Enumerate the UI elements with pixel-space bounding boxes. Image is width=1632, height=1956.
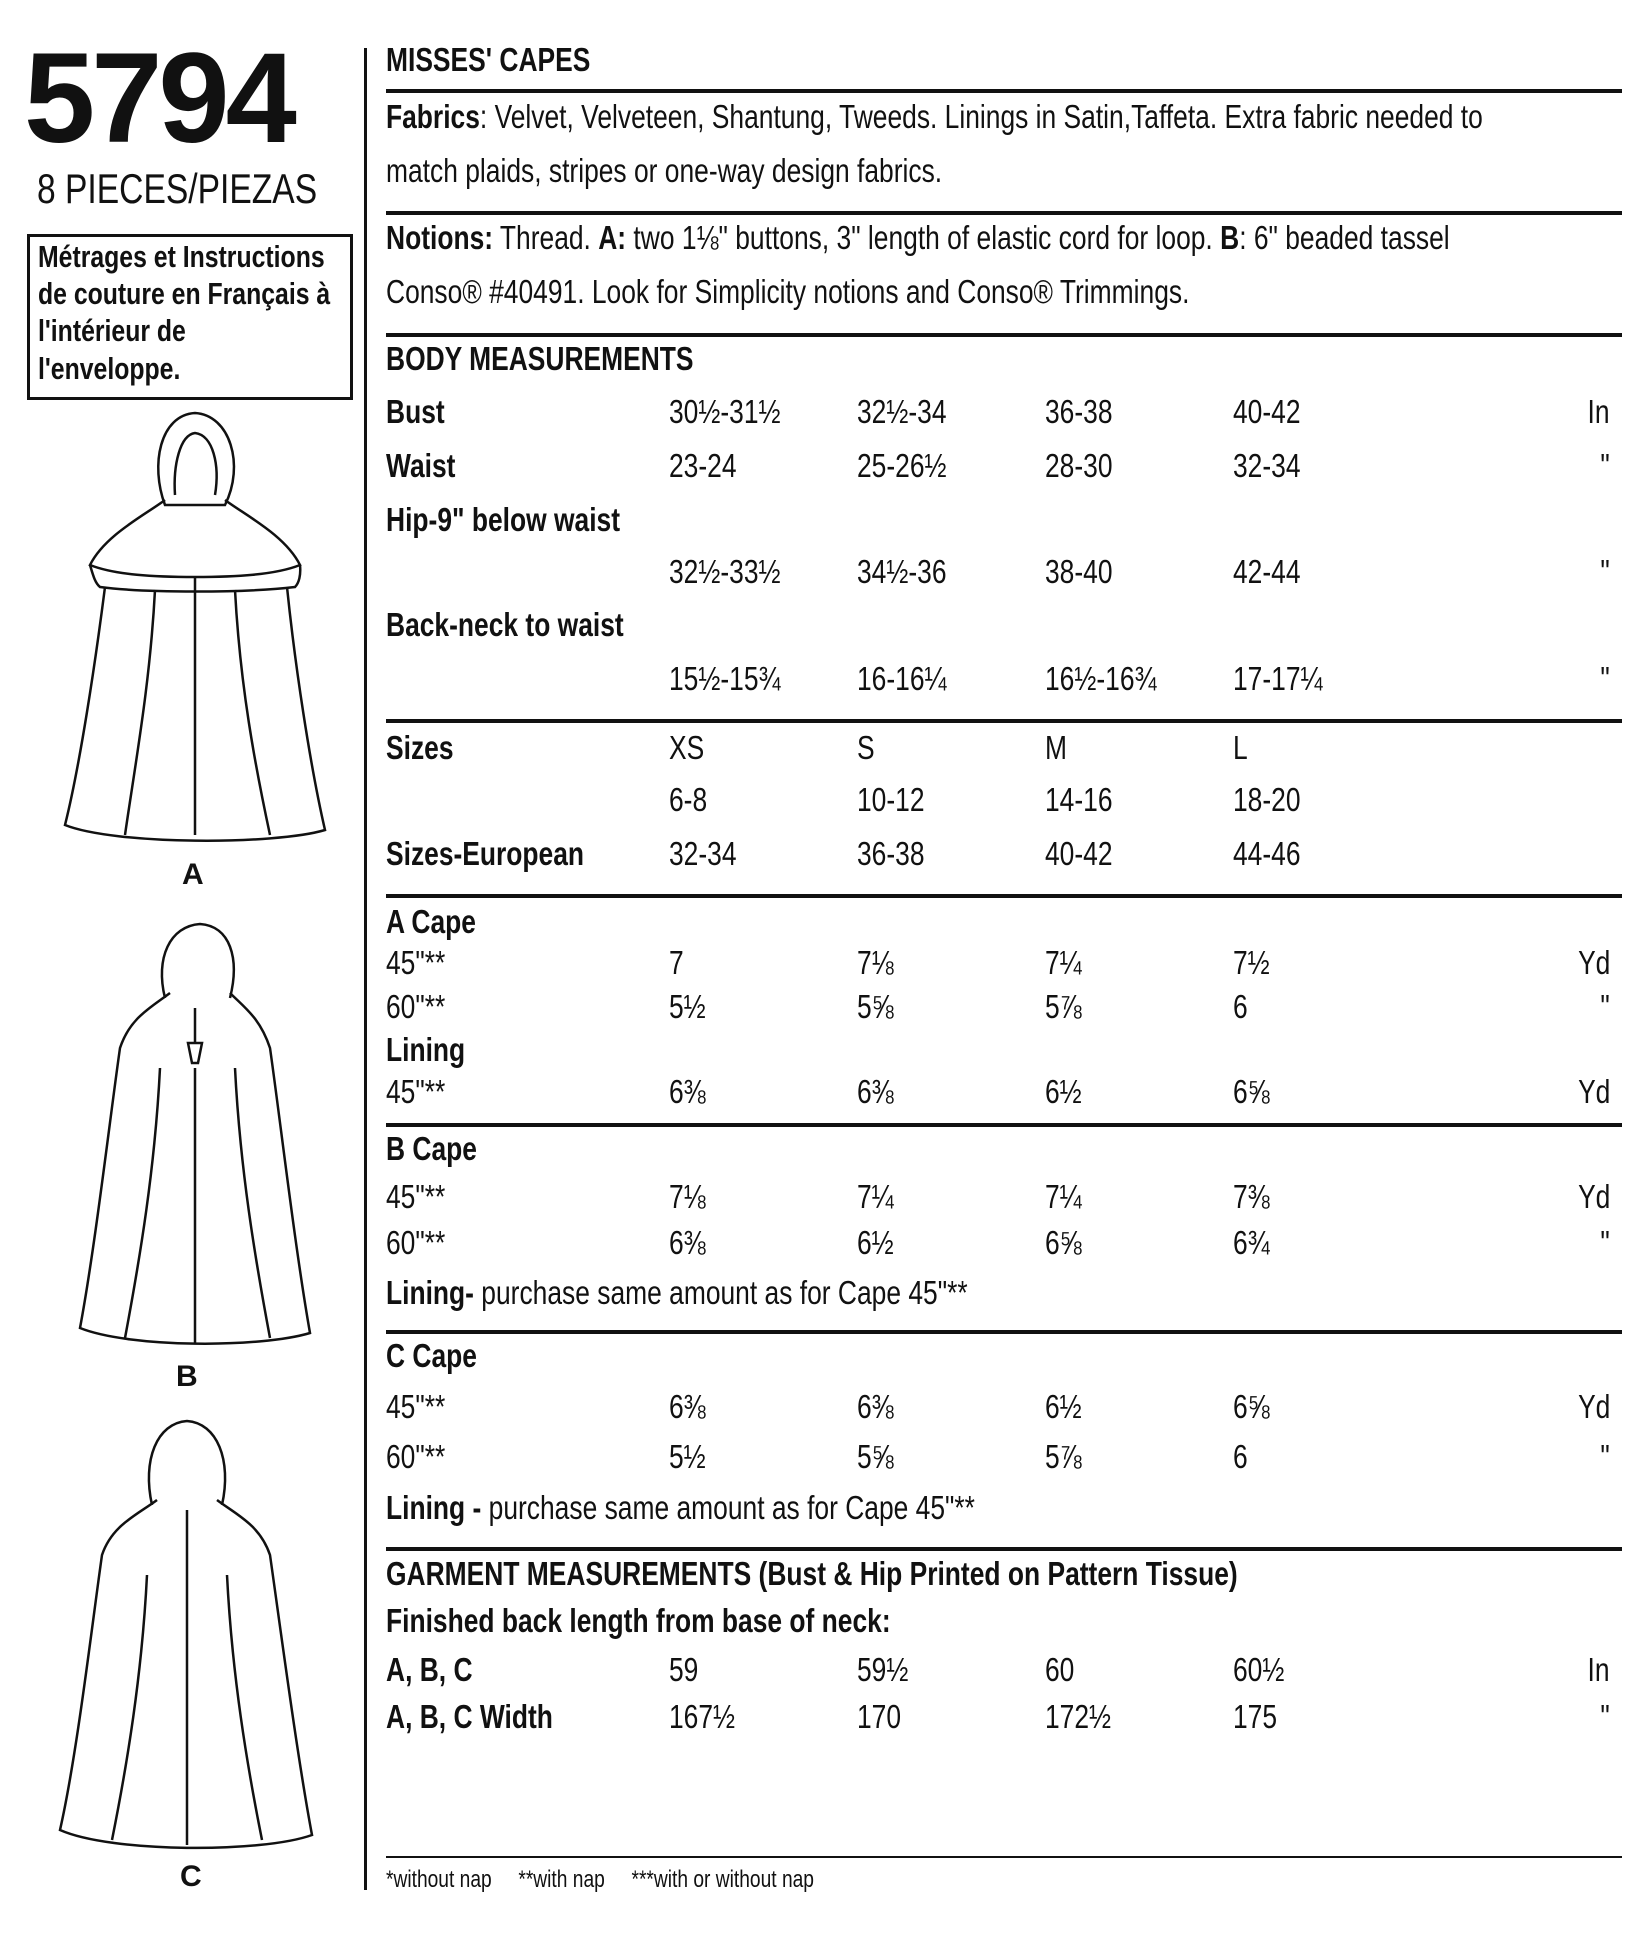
notions-line-2: Conso® #40491. Look for Simplicity notio…	[386, 273, 1190, 310]
fabrics-line-2: match plaids, stripes or one-way design …	[386, 152, 943, 189]
divider	[386, 1123, 1622, 1127]
a-cape-heading: A Cape	[386, 903, 476, 940]
divider	[386, 1330, 1622, 1334]
view-a-label: A	[182, 858, 204, 891]
divider	[386, 333, 1622, 337]
fabrics-line-1: Fabrics: Velvet, Velveteen, Shantung, Tw…	[386, 98, 1483, 135]
b-lining-note: Lining- purchase same amount as for Cape…	[386, 1274, 968, 1311]
page-title: MISSES' CAPES	[386, 41, 591, 78]
footnote: *without nap **with nap ***with or witho…	[386, 1866, 814, 1893]
c-cape-heading: C Cape	[386, 1337, 477, 1374]
view-b-label: B	[176, 1360, 198, 1393]
body-measurements-heading: BODY MEASUREMENTS	[386, 340, 694, 377]
view-c-illustration	[58, 1419, 314, 1850]
pieces-count: 8 PIECES/PIEZAS	[37, 165, 318, 212]
divider	[386, 894, 1622, 898]
french-instructions-box: Métrages et Instructions de couture en F…	[27, 234, 353, 400]
divider	[386, 1547, 1622, 1551]
pattern-number: 5794	[24, 27, 297, 170]
garment-measurements-heading: GARMENT MEASUREMENTS (Bust & Hip Printed…	[386, 1555, 1238, 1592]
divider	[386, 89, 1622, 93]
view-b-illustration	[78, 922, 312, 1345]
notions-line-1: Notions: Thread. A: two 1⅛" buttons, 3" …	[386, 219, 1450, 256]
view-c-label: C	[180, 1860, 202, 1893]
a-lining-heading: Lining	[386, 1031, 466, 1068]
column-divider	[364, 48, 367, 1890]
view-a-illustration	[63, 411, 327, 842]
garment-subheading: Finished back length from base of neck:	[386, 1602, 891, 1639]
divider	[386, 1856, 1622, 1858]
divider	[386, 211, 1622, 215]
b-cape-heading: B Cape	[386, 1130, 477, 1167]
c-lining-note: Lining - purchase same amount as for Cap…	[386, 1489, 975, 1526]
divider	[386, 719, 1622, 723]
